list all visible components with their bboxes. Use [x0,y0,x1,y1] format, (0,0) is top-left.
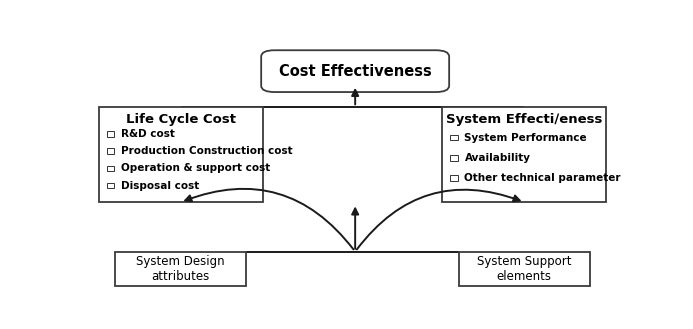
Text: System Effecti∕eness: System Effecti∕eness [446,113,602,126]
Bar [442,107,606,202]
Text: System Performance: System Performance [464,133,587,143]
Bar [115,252,247,286]
Text: Production Construction cost: Production Construction cost [121,146,292,156]
Bar [450,155,458,161]
Bar [98,107,263,202]
Text: Other technical parameter: Other technical parameter [464,173,621,183]
Bar [450,175,458,181]
Text: Life Cycle Cost: Life Cycle Cost [125,113,236,126]
Bar [450,135,458,140]
Bar [107,183,114,188]
Bar [107,165,114,171]
Bar [107,131,114,137]
Text: Disposal cost: Disposal cost [121,181,199,190]
Text: Operation & support cost: Operation & support cost [121,163,270,173]
Text: R&D cost: R&D cost [121,129,175,139]
Bar [107,148,114,154]
Text: System Support
elements: System Support elements [477,255,572,283]
Bar [459,252,590,286]
Text: Cost Effectiveness: Cost Effectiveness [279,63,432,79]
Text: Availability: Availability [464,153,530,163]
FancyBboxPatch shape [261,50,449,92]
Text: System Design
attributes: System Design attributes [137,255,225,283]
